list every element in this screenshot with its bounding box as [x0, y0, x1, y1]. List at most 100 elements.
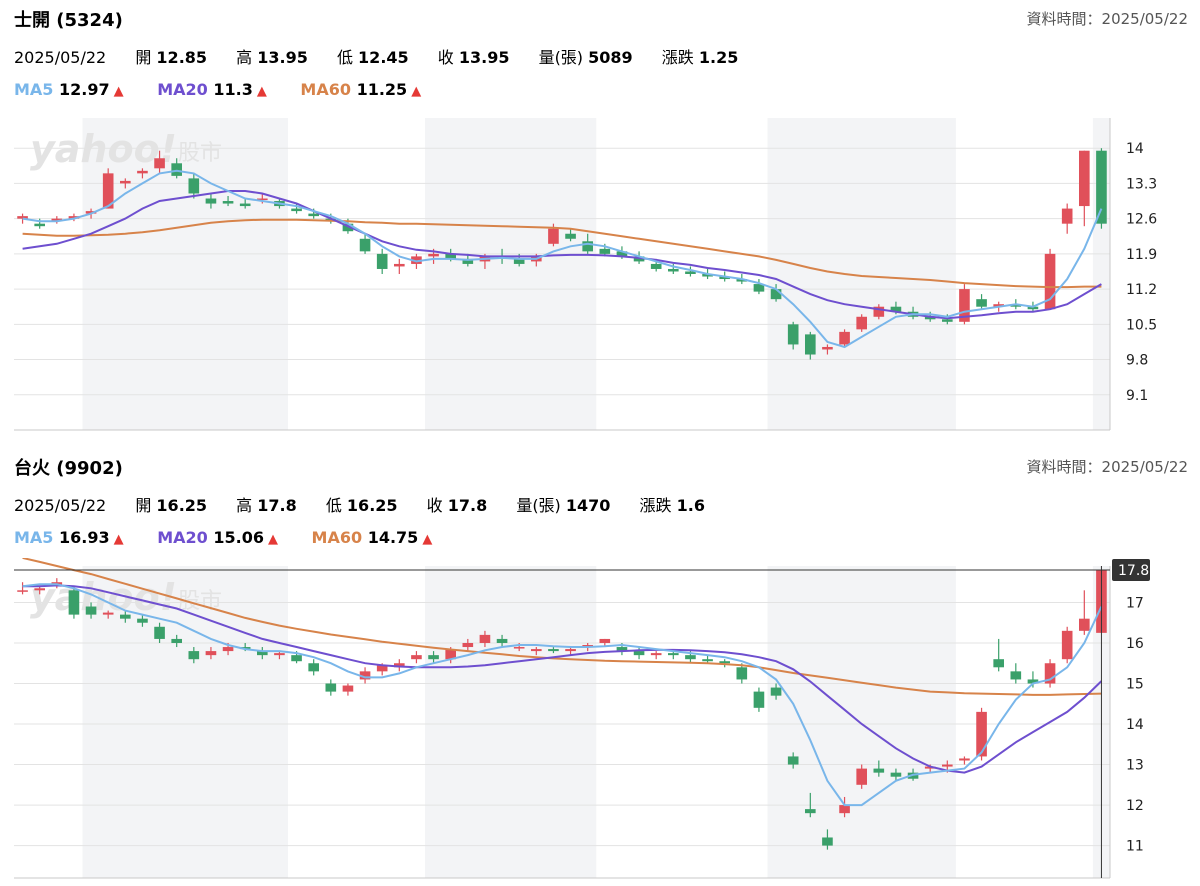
candle-body: [68, 216, 80, 219]
candle-body: [976, 299, 987, 307]
candle-body: [719, 276, 730, 280]
candle-body: [924, 316, 936, 320]
low-value: 12.45: [358, 48, 409, 67]
y-tick-label: 12.6: [1126, 212, 1157, 228]
shaded-band: [425, 118, 597, 430]
candle-body: [257, 651, 268, 656]
candle-body: [890, 306, 902, 312]
up-arrow-icon: ▲: [113, 84, 124, 99]
candle-body: [822, 837, 833, 846]
candle-body: [719, 661, 730, 664]
ohlc-row: 2025/05/22 開 16.25 高 17.8 低 16.25 收 17.8…: [14, 492, 729, 516]
candle-body: [308, 663, 319, 672]
ma60-value: 14.75: [367, 528, 419, 547]
candle-body: [770, 289, 782, 300]
candle-body: [428, 253, 439, 257]
candle-body: [308, 213, 319, 217]
open-label: 開: [135, 48, 152, 67]
candle-body: [753, 284, 765, 292]
candle-body: [565, 649, 576, 652]
data-timestamp: 資料時間：2025/05/22: [1026, 458, 1188, 476]
candle-body: [633, 256, 645, 262]
shaded-band: [82, 566, 288, 878]
candle-body: [376, 253, 388, 269]
up-arrow-icon: ▲: [267, 532, 278, 547]
ma5-line: [22, 169, 1103, 349]
candle-body: [325, 683, 337, 692]
candle-body: [154, 158, 165, 169]
candle-body: [599, 248, 611, 254]
y-tick-label: 11.2: [1126, 282, 1157, 298]
ma20-line: [22, 190, 1102, 320]
ma5-line: [22, 583, 1103, 807]
candle-body: [753, 691, 765, 708]
candle-body: [85, 606, 97, 615]
candle-body: [137, 170, 148, 174]
y-tick-label: 11: [1126, 839, 1144, 855]
candle-body: [616, 647, 628, 652]
candle-body: [787, 756, 799, 765]
candle-body: [1027, 306, 1039, 310]
volume-label: 量(張): [516, 496, 561, 515]
candle-body: [616, 251, 628, 257]
candle-body: [1079, 150, 1090, 207]
candle-body: [650, 653, 662, 656]
volume-value: 5089: [588, 48, 633, 67]
up-arrow-icon: ▲: [113, 532, 124, 547]
ma60-line: [22, 218, 1102, 289]
candle-body: [959, 758, 970, 761]
low-value: 16.25: [346, 496, 398, 515]
up-arrow-icon: ▲: [411, 84, 422, 99]
ma60-line: [22, 558, 1102, 696]
y-tick-label: 16: [1126, 636, 1144, 652]
candle-body: [805, 334, 816, 355]
candle-body: [513, 647, 525, 649]
candle-body: [291, 208, 302, 212]
yahoo-watermark-logo: yahoo!: [30, 127, 177, 171]
low-label: 低: [325, 496, 342, 515]
candle-body: [668, 653, 679, 656]
candle-body: [856, 316, 867, 330]
candle-body: [702, 274, 713, 277]
candle-body: [102, 173, 114, 209]
candle-body: [376, 665, 388, 672]
stock-title: 士開 (5324): [14, 10, 123, 31]
candle-body: [890, 772, 902, 777]
ma60-value: 11.25: [356, 80, 408, 99]
close-label: 收: [437, 48, 454, 67]
close-value: 17.8: [447, 496, 488, 515]
open-value: 12.85: [156, 48, 208, 67]
candle-body: [702, 659, 713, 662]
candle-body: [171, 163, 182, 176]
change-value: 1.25: [698, 48, 739, 67]
candle-body: [291, 655, 302, 662]
watermark-text: 股市: [178, 141, 222, 166]
candle-body: [873, 768, 885, 773]
ma-legend: MA5 16.93 ▲ MA20 15.06 ▲ MA60 14.75 ▲: [14, 528, 460, 547]
ohlc-date: 2025/05/22: [14, 496, 107, 515]
stock-panel-5324: 士開 (5324) 資料時間：2025/05/22 2025/05/22 開 1…: [0, 0, 1200, 440]
ma-legend: MA5 12.97 ▲ MA20 11.3 ▲ MA60 11.25 ▲: [14, 80, 449, 99]
candle-body: [1096, 150, 1107, 224]
candle-body: [222, 647, 234, 652]
shaded-band: [767, 118, 956, 430]
candle-body: [274, 653, 285, 656]
ma20-label: MA20: [157, 528, 208, 547]
candle-body: [428, 655, 439, 660]
candle-body: [770, 687, 782, 696]
candle-body: [1079, 618, 1090, 631]
candle-body: [462, 642, 474, 648]
candle-body: [445, 253, 456, 259]
candle-body: [582, 241, 593, 252]
candlestick-chart[interactable]: 14 13.3 12.6 11.9 11.2 10.5 9.8 9.1 yahoo! 股市: [0, 110, 1200, 432]
candle-body: [993, 304, 1004, 307]
candle-body: [411, 655, 422, 660]
change-value: 1.6: [676, 496, 705, 515]
candle-body: [496, 638, 508, 643]
candle-body: [942, 319, 953, 322]
high-value: 13.95: [257, 48, 308, 67]
candle-body: [68, 590, 80, 615]
candle-body: [239, 203, 251, 207]
candle-body: [154, 626, 165, 639]
